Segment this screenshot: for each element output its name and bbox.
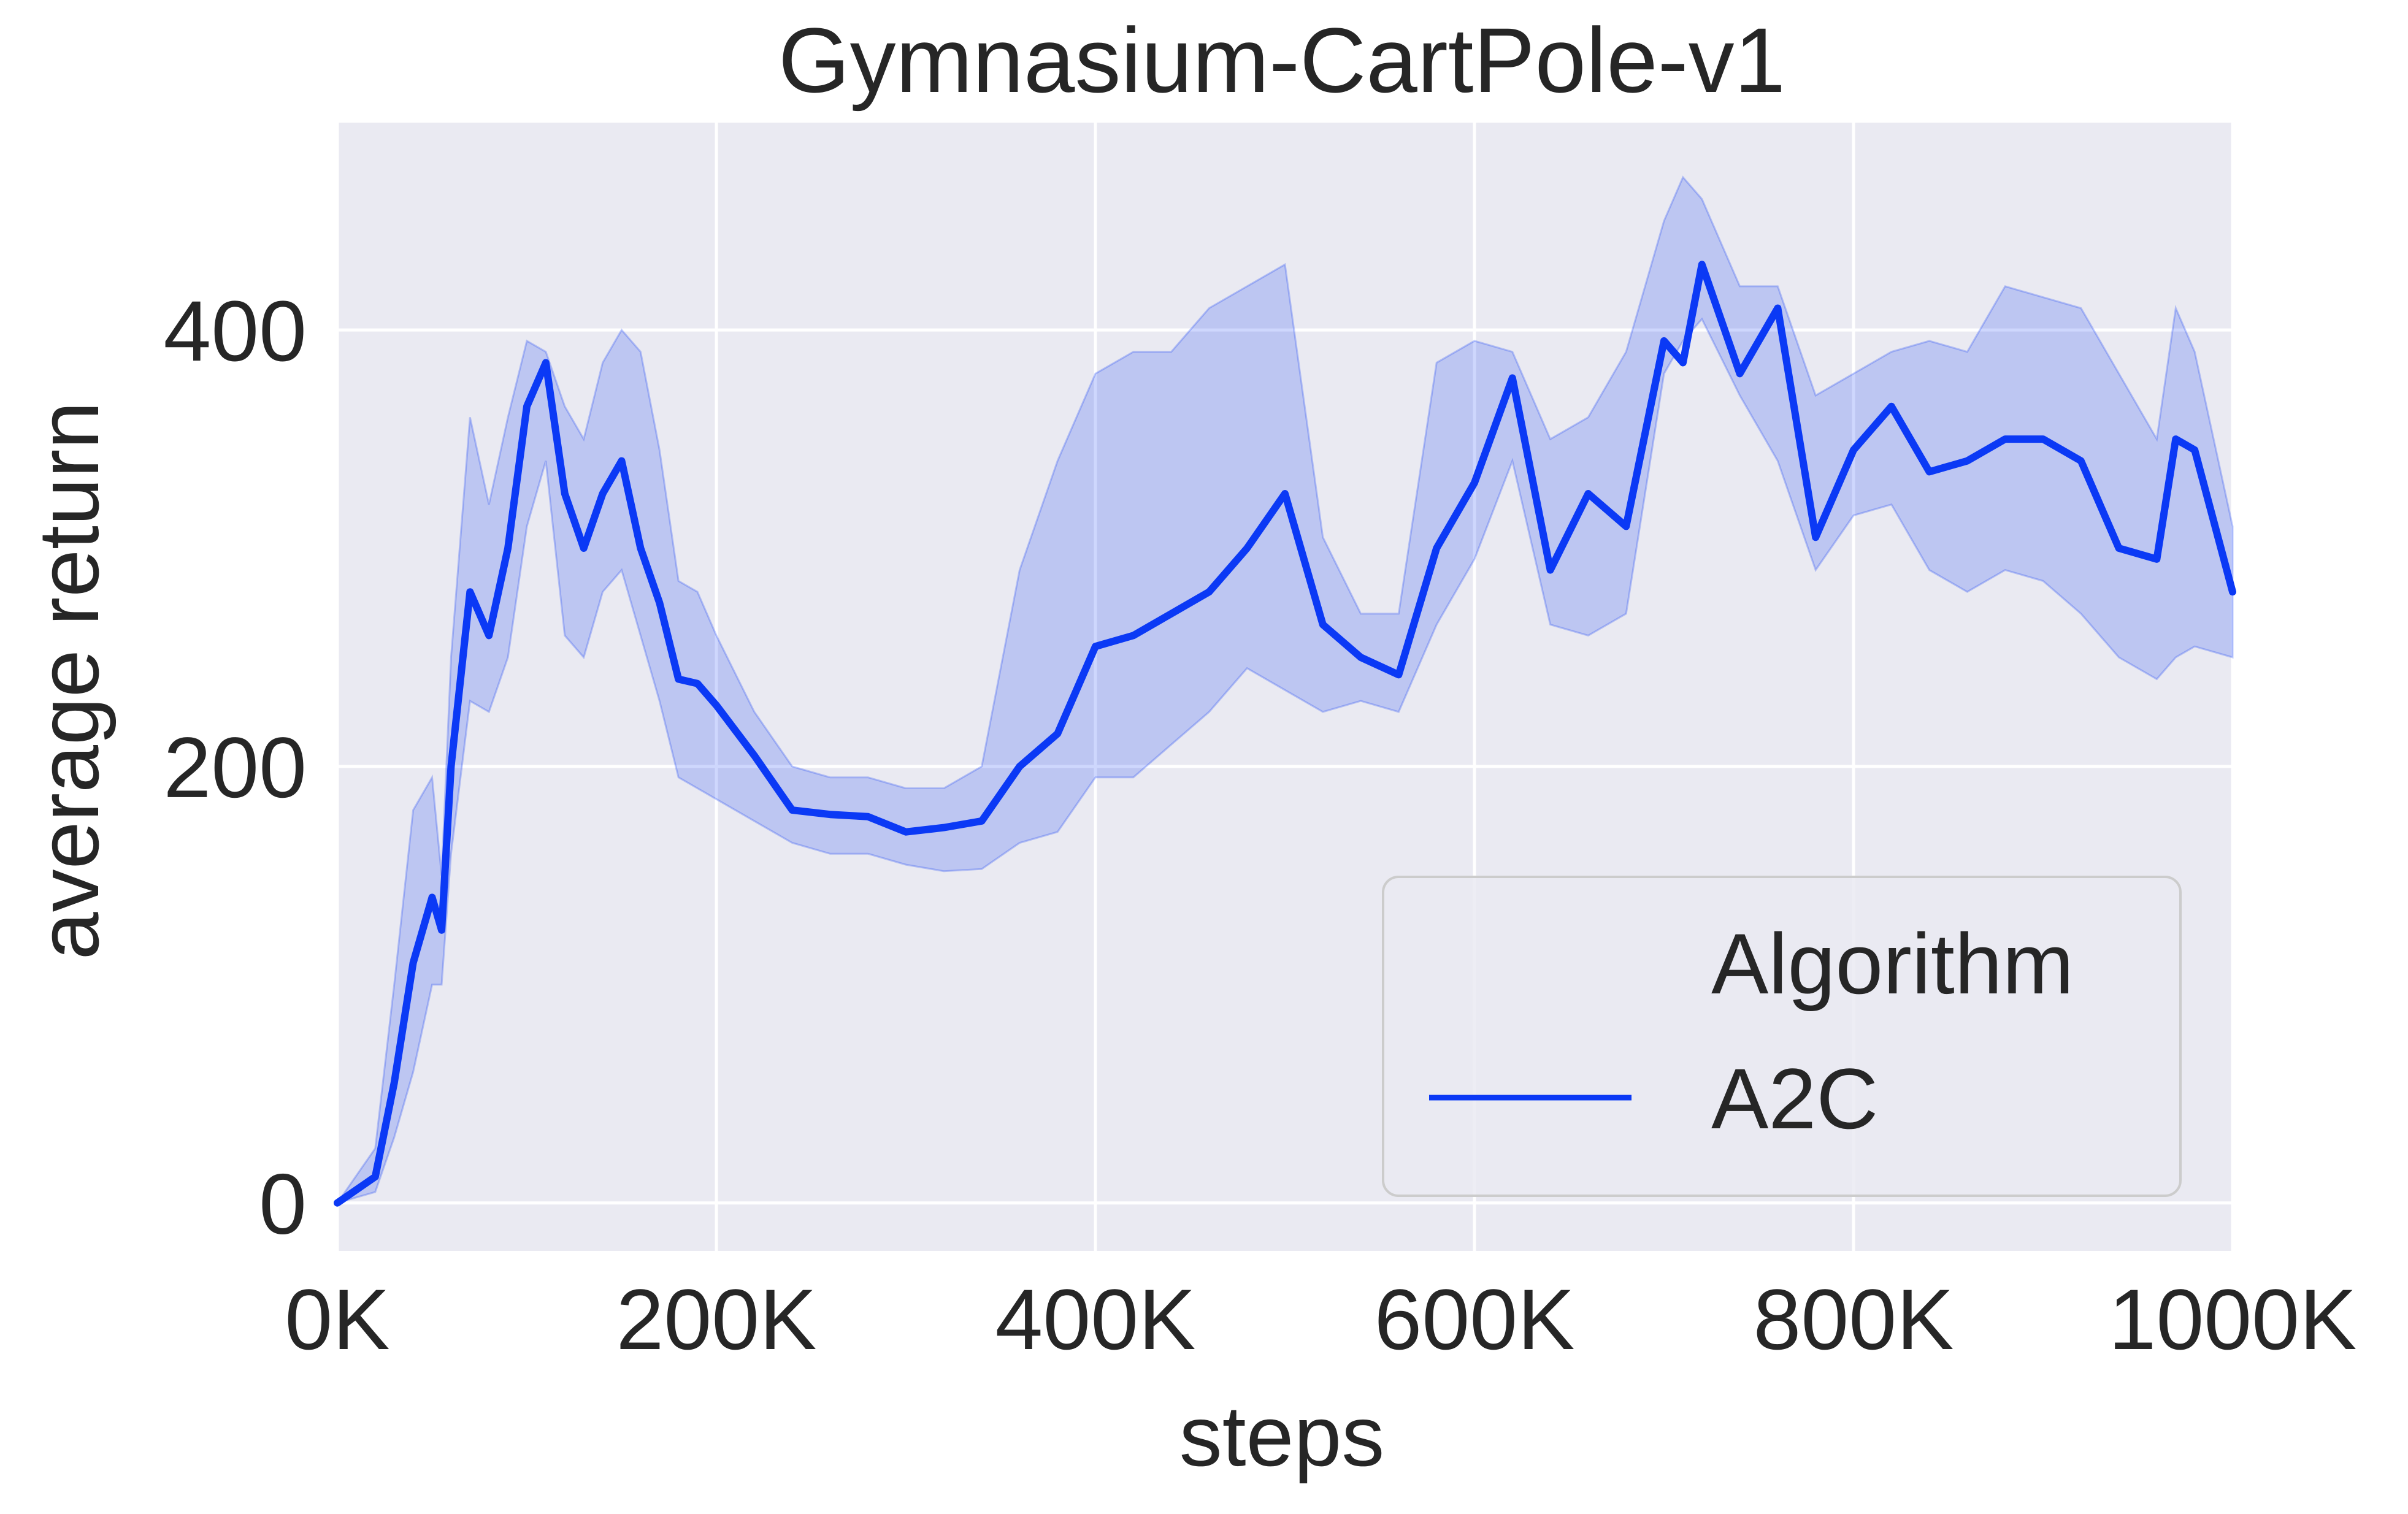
- data-point: [1963, 457, 1971, 465]
- data-point: [751, 752, 758, 759]
- legend-box: [1382, 876, 2182, 1197]
- data-point: [429, 893, 436, 901]
- data-point: [504, 545, 512, 552]
- data-point: [466, 588, 474, 595]
- data-point: [2077, 457, 2085, 465]
- data-point: [1130, 632, 1137, 639]
- data-point: [1736, 370, 1744, 377]
- data-point: [1774, 305, 1781, 312]
- y-tick-label: 400: [163, 283, 307, 379]
- data-point: [372, 1173, 379, 1180]
- data-point: [1509, 374, 1516, 381]
- data-point: [1168, 610, 1175, 617]
- data-point: [334, 1199, 341, 1207]
- data-point: [902, 828, 910, 836]
- data-point: [1812, 533, 1819, 541]
- data-point: [438, 927, 445, 934]
- x-tick-label: 1000K: [2109, 1271, 2357, 1367]
- x-tick-label: 600K: [1375, 1271, 1575, 1367]
- data-point: [826, 811, 834, 818]
- tick-labels: 0K 200K 400K 600K 800K 1000K 0 200 400: [163, 283, 2356, 1367]
- y-axis-label: average return: [20, 402, 117, 960]
- chart-title: Gymnasium-CartPole-v1: [778, 9, 1785, 112]
- grid-lines: [336, 123, 2234, 1251]
- data-point: [713, 702, 720, 709]
- data-point: [2172, 435, 2179, 443]
- data-point: [1092, 643, 1099, 650]
- legend: Algorithm A2C: [1382, 876, 2182, 1197]
- data-point: [391, 1079, 398, 1087]
- data-point: [1622, 522, 1630, 530]
- data-point: [1926, 468, 1933, 475]
- data-point: [1243, 545, 1251, 552]
- data-point: [637, 545, 644, 552]
- data-point: [1054, 730, 1061, 738]
- data-point: [580, 545, 588, 552]
- data-point: [1395, 671, 1402, 678]
- legend-entry-a2c: A2C: [1711, 1050, 1878, 1147]
- data-point: [1357, 654, 1365, 661]
- data-point: [599, 490, 607, 497]
- y-tick-label: 200: [163, 719, 307, 816]
- data-point: [864, 813, 872, 820]
- data-point: [2115, 545, 2123, 552]
- data-point: [2191, 446, 2198, 454]
- data-point: [485, 632, 493, 639]
- data-point: [1281, 490, 1289, 497]
- data-point: [1205, 588, 1213, 595]
- data-point: [2229, 588, 2236, 595]
- data-point: [2039, 435, 2047, 443]
- y-tick-label: 0: [259, 1156, 307, 1252]
- data-point: [447, 763, 454, 770]
- data-point: [1471, 479, 1478, 486]
- data-point: [675, 676, 682, 683]
- data-point: [561, 490, 569, 497]
- data-point: [542, 359, 550, 367]
- data-point: [1433, 545, 1440, 552]
- data-point: [2153, 556, 2160, 563]
- data-point: [410, 959, 417, 966]
- series-line-layer: [334, 261, 2236, 1207]
- data-point: [1698, 261, 1706, 268]
- data-point: [940, 824, 948, 832]
- data-point: [1319, 621, 1327, 629]
- data-point: [694, 680, 701, 687]
- legend-title: Algorithm: [1711, 916, 2074, 1012]
- data-point: [656, 599, 663, 606]
- data-point: [1679, 359, 1687, 367]
- data-point: [789, 806, 796, 814]
- data-point: [1660, 337, 1668, 345]
- data-point: [1547, 567, 1554, 574]
- data-point: [1016, 763, 1023, 770]
- data-point: [1850, 446, 1857, 454]
- data-point: [1584, 490, 1592, 497]
- data-point: [978, 817, 986, 825]
- x-tick-label: 800K: [1754, 1271, 1954, 1367]
- data-point: [523, 403, 531, 410]
- data-point: [2001, 435, 2009, 443]
- x-tick-label: 400K: [995, 1271, 1196, 1367]
- x-tick-label: 0K: [285, 1271, 389, 1367]
- data-point: [1888, 403, 1895, 410]
- x-tick-label: 200K: [616, 1271, 817, 1367]
- series-line-a2c: [334, 261, 2236, 1207]
- x-axis-label: steps: [1179, 1388, 1385, 1484]
- data-point: [618, 457, 626, 465]
